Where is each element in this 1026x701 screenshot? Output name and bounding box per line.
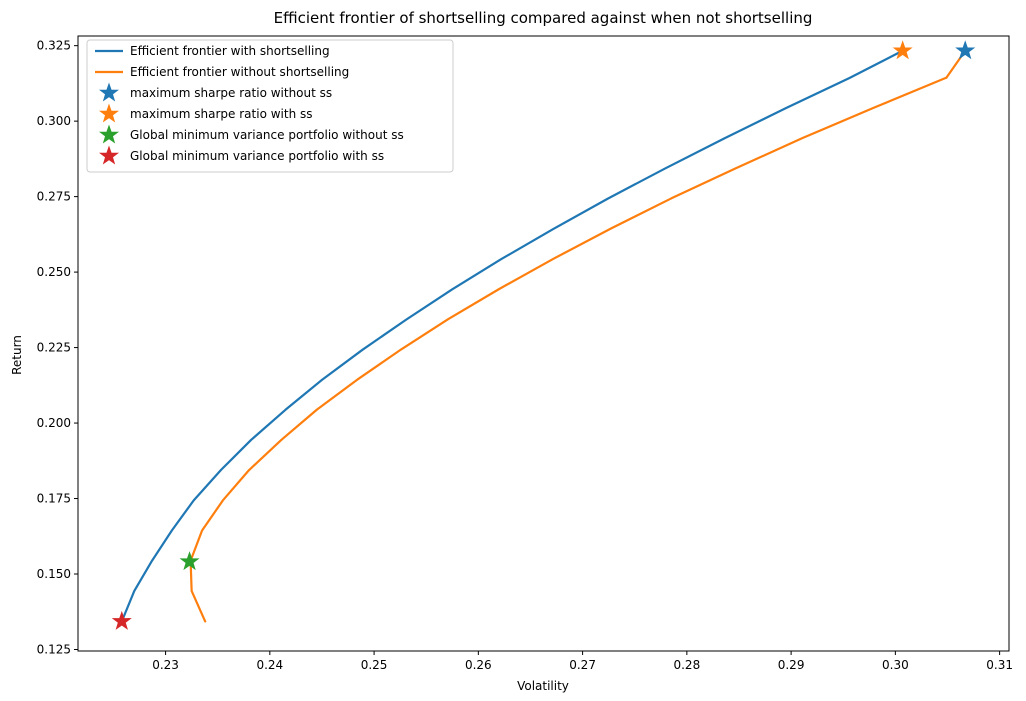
legend-star-swatch [98,124,120,144]
plot-frame [77,35,1010,652]
chart-title: Efficient frontier of shortselling compa… [274,9,813,27]
marker-star-3 [111,610,132,630]
y-tick-label: 0.200 [37,416,71,430]
x-tick-label: 0.25 [361,658,388,672]
series-line-1 [189,76,948,623]
legend-label: maximum sharpe ratio with ss [130,107,313,121]
legend-label: Global minimum variance portfolio with s… [130,149,384,163]
series-line-0 [120,49,904,623]
legend: Efficient frontier with shortselling Effi… [86,39,454,173]
y-tick-label: 0.125 [37,642,71,656]
x-axis-title: Volatility [517,679,569,693]
y-tick-label: 0.250 [37,265,71,279]
y-tick-label: 0.225 [37,341,71,355]
y-tick-label: 0.150 [37,567,71,581]
y-tick-label: 0.325 [37,39,71,53]
x-tick-label: 0.30 [882,658,909,672]
y-tick-label: 0.175 [37,492,71,506]
x-tick-label: 0.28 [673,658,700,672]
legend-box [86,39,454,173]
legend-star-swatch [98,145,120,165]
marker-star-1 [892,40,913,60]
plot-area [111,40,976,630]
x-tick-label: 0.23 [152,658,179,672]
x-tick-label: 0.24 [256,658,283,672]
legend-star-swatch [98,103,120,123]
marker-star-2 [179,551,200,571]
legend-label: Global minimum variance portfolio withou… [130,128,404,142]
x-tick-label: 0.27 [569,658,596,672]
y-axis: 0.125 0.150 0.175 0.200 0.225 0.250 0.275 0.300… [37,39,78,656]
marker-star-0 [955,40,976,60]
legend-label: maximum sharpe ratio without ss [130,86,332,100]
y-tick-label: 0.275 [37,190,71,204]
legend-star-swatch [98,82,120,102]
x-tick-label: 0.26 [465,658,492,672]
y-tick-label: 0.300 [37,114,71,128]
x-tick-label: 0.31 [986,658,1013,672]
x-tick-label: 0.29 [778,658,805,672]
y-axis-title: Return [10,335,24,375]
legend-label: Efficient frontier with shortselling [130,44,330,58]
x-axis: 0.23 0.24 0.25 0.26 0.27 0.28 0.29 0.30 0.31 [152,651,1013,672]
legend-label: Efficient frontier without shortselling [130,65,349,79]
